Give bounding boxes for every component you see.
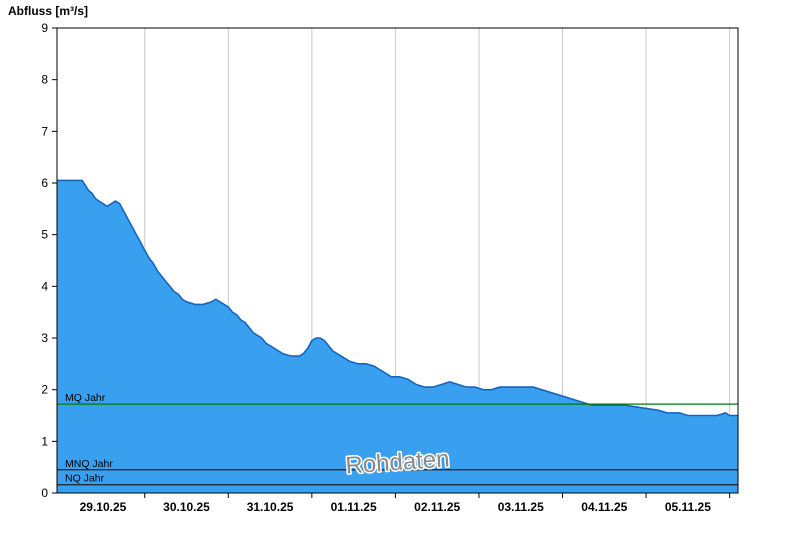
x-tick-label: 03.11.25 [498, 500, 544, 514]
reference-line-label: MNQ Jahr [65, 458, 113, 470]
x-tick-label: 02.11.25 [414, 500, 460, 514]
x-tick-label: 05.11.25 [665, 500, 711, 514]
reference-line-label: MQ Jahr [65, 392, 106, 404]
y-tick-label: 1 [41, 434, 48, 448]
x-tick-label: 04.11.25 [581, 500, 627, 514]
x-tick-label: 29.10.25 [80, 500, 127, 514]
y-tick-label: 0 [41, 486, 48, 500]
x-tick-label: 30.10.25 [163, 500, 210, 514]
x-tick-label: 31.10.25 [247, 500, 294, 514]
y-tick-label: 7 [41, 124, 48, 138]
discharge-area [57, 180, 738, 493]
chart-title: Abfluss [m³/s] [8, 4, 89, 18]
y-tick-label: 8 [41, 73, 48, 87]
reference-line-label: NQ Jahr [65, 473, 105, 485]
y-tick-label: 2 [41, 383, 48, 397]
y-tick-label: 4 [41, 279, 48, 293]
discharge-line [57, 179, 738, 417]
y-tick-label: 3 [41, 331, 48, 345]
x-tick-label: 01.11.25 [331, 500, 377, 514]
plot-frame [56, 27, 739, 494]
y-tick-label: 9 [41, 21, 48, 35]
y-tick-label: 5 [41, 228, 48, 242]
y-tick-label: 6 [41, 176, 48, 190]
